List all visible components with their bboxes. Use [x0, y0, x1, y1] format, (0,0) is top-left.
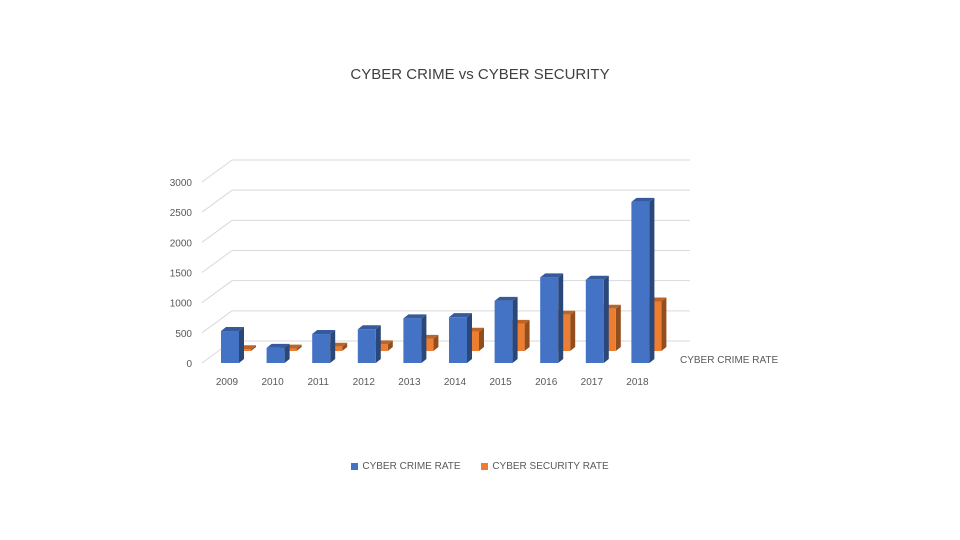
bar-crime — [494, 296, 518, 363]
y-tick-label: 2500 — [170, 208, 193, 219]
y-axis-ticks: 0 500 1000 1500 2000 2500 3000 — [170, 178, 193, 370]
gridline-depth — [201, 250, 233, 273]
bar-crime — [221, 327, 244, 363]
gridline-depth — [201, 219, 233, 243]
bars — [221, 197, 667, 363]
legend-swatch-security — [481, 463, 489, 470]
gridline-depth — [201, 159, 233, 183]
y-tick-label: 1500 — [170, 269, 193, 280]
x-tick-label: 2010 — [261, 377, 284, 388]
legend-item-crime: CYBER CRIME RATE — [351, 461, 461, 472]
bar-crime — [312, 330, 336, 363]
x-tick-label: 2013 — [398, 377, 421, 388]
x-tick-label: 2016 — [535, 377, 558, 388]
x-tick-label: 2014 — [444, 377, 467, 388]
depth-axis-label: CYBER CRIME RATE — [680, 355, 778, 366]
y-tick-label: 3000 — [170, 178, 193, 189]
chart-title: CYBER CRIME vs CYBER SECURITY — [350, 66, 610, 83]
bar-crime — [585, 275, 609, 363]
legend-item-security: CYBER SECURITY RATE — [481, 461, 609, 472]
bar-crime — [631, 197, 655, 363]
x-tick-label: 2015 — [489, 377, 512, 388]
gridline-depth — [201, 280, 233, 304]
y-tick-label: 500 — [175, 329, 192, 340]
x-tick-label: 2009 — [216, 377, 239, 388]
x-tick-label: 2012 — [353, 377, 376, 388]
legend-swatch-crime — [351, 463, 359, 470]
legend: CYBER CRIME RATE CYBER SECURITY RATE — [0, 461, 960, 473]
legend-label-security: CYBER SECURITY RATE — [492, 461, 609, 472]
legend-label-crime: CYBER CRIME RATE — [362, 461, 461, 472]
y-tick-label: 2000 — [170, 238, 193, 249]
x-tick-label: 2017 — [581, 377, 604, 388]
bar-crime — [449, 313, 472, 363]
bar-crime — [266, 343, 290, 363]
x-tick-label: 2011 — [307, 377, 329, 388]
x-tick-label: 2018 — [626, 377, 649, 388]
gridline-depth — [201, 310, 233, 334]
bar-crime — [403, 314, 427, 363]
bar-crime — [540, 273, 564, 363]
x-axis-ticks: 2009 2010 2011 2012 2013 2014 2015 2016 2017 2018 — [216, 377, 649, 388]
y-tick-label: 1000 — [170, 299, 193, 310]
y-tick-label: 0 — [186, 359, 192, 370]
bar-crime — [357, 325, 381, 363]
gridline-depth — [201, 189, 233, 213]
